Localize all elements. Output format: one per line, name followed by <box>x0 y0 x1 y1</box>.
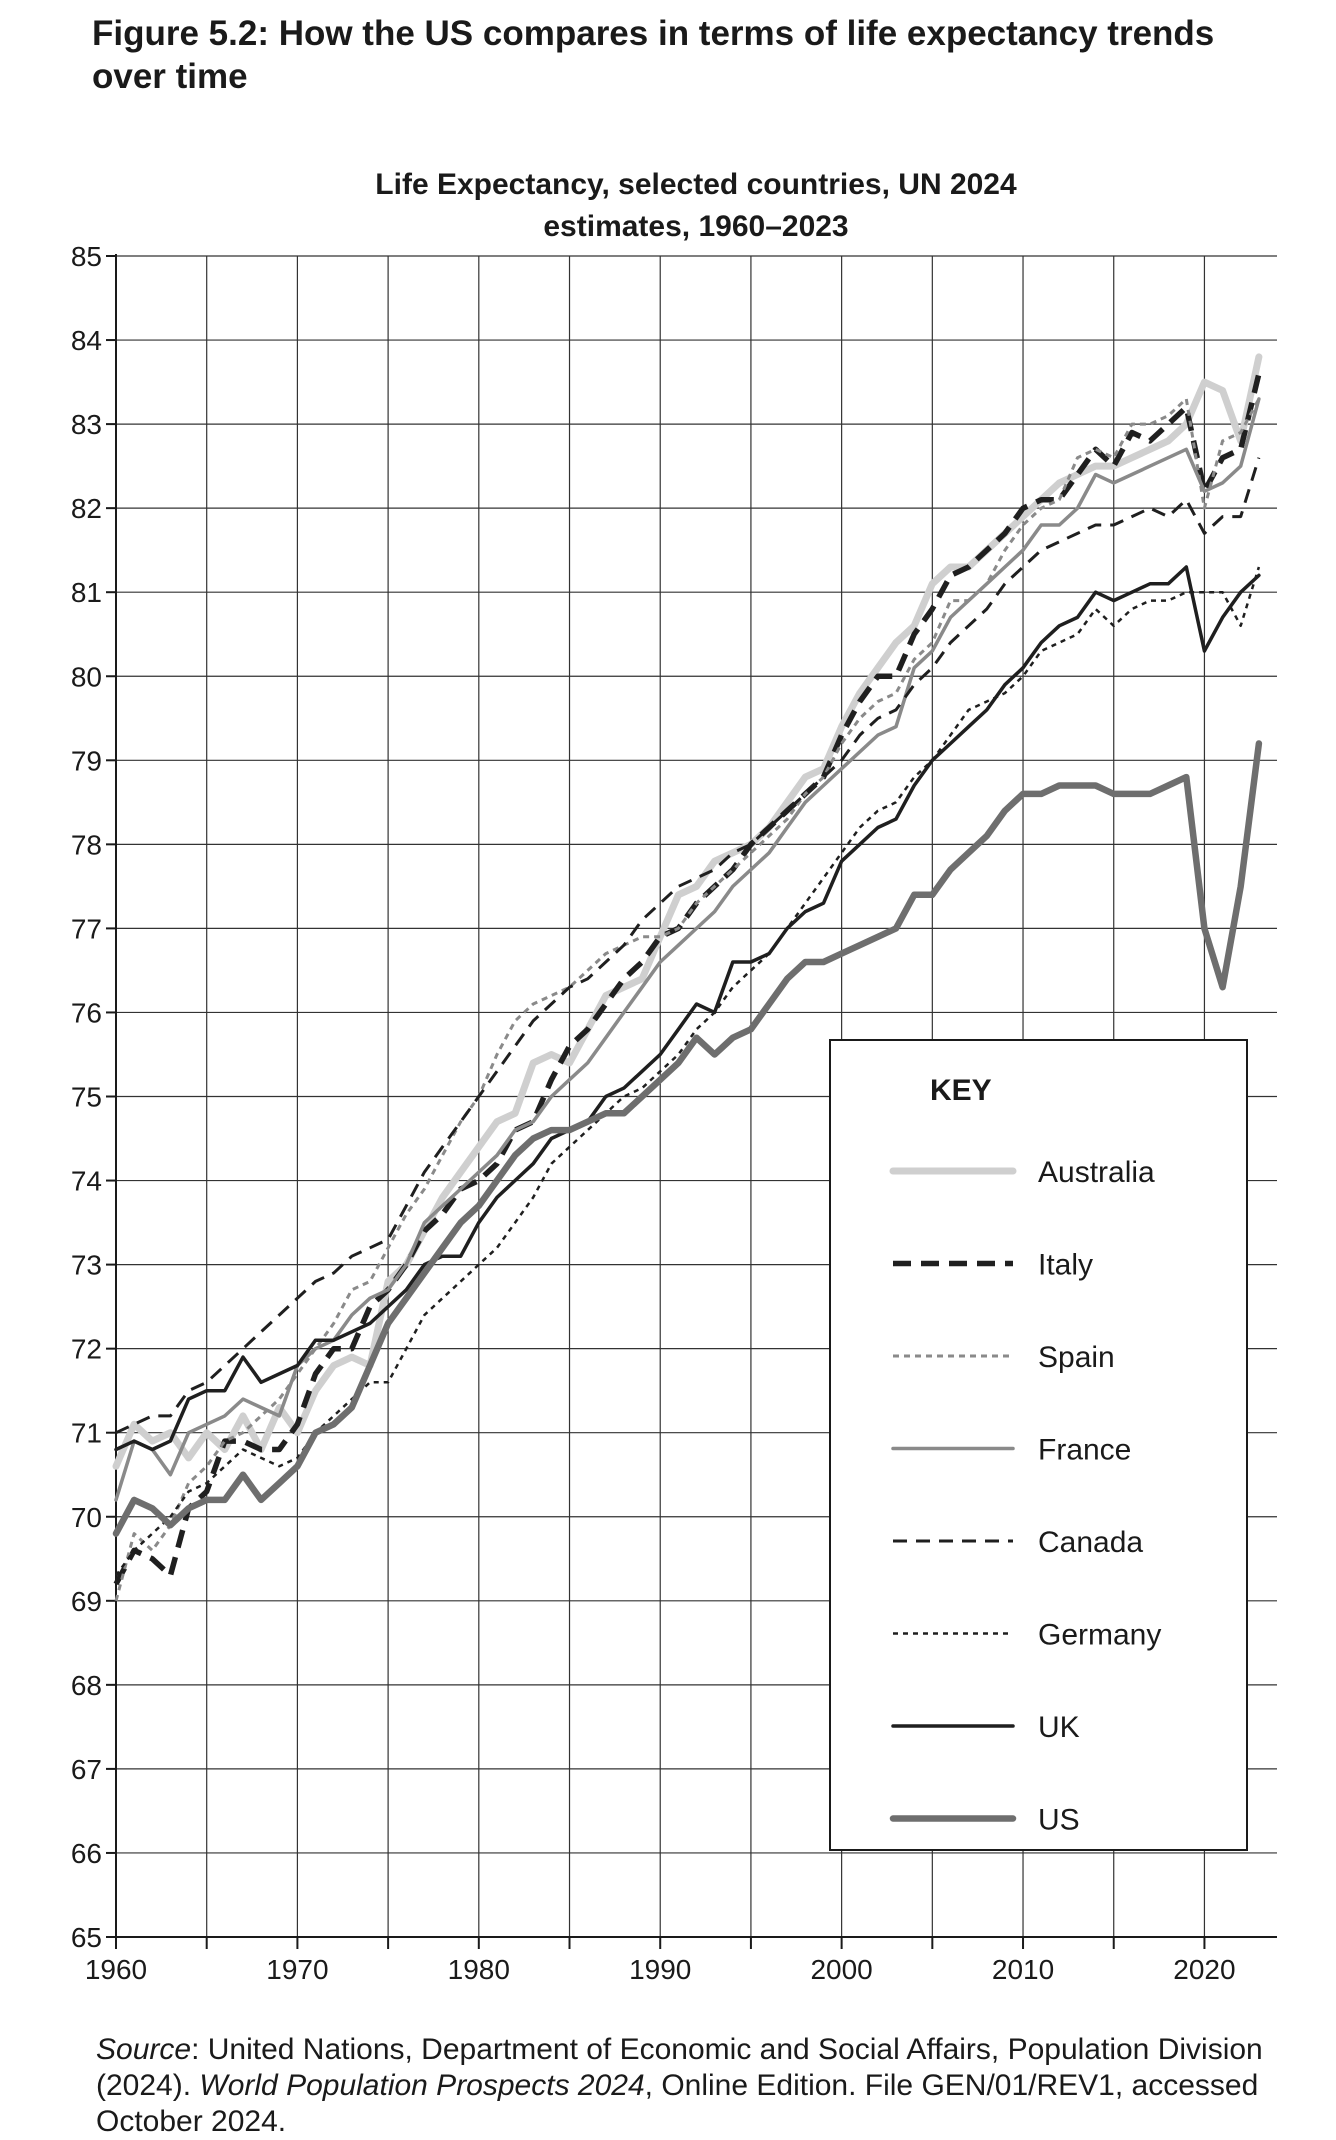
line-chart: Life Expectancy, selected countries, UN … <box>71 168 1277 1985</box>
y-tick-label: 79 <box>71 745 102 776</box>
chart-series <box>112 353 1263 1602</box>
legend-label-australia: Australia <box>1038 1156 1155 1189</box>
y-tick-label: 67 <box>71 1754 102 1785</box>
legend-label-us: US <box>1038 1804 1080 1837</box>
series-line-us <box>112 740 1263 1537</box>
x-tick-label: 2010 <box>992 1954 1054 1985</box>
y-tick-label: 66 <box>71 1838 102 1869</box>
y-tick-label: 68 <box>71 1670 102 1701</box>
legend-label-spain: Spain <box>1038 1341 1115 1374</box>
source-note: Source: United Nations, Department of Ec… <box>96 2032 1296 2140</box>
series-line-uk <box>114 565 1261 1452</box>
legend-label-canada: Canada <box>1038 1526 1143 1559</box>
legend-title: KEY <box>930 1074 992 1107</box>
figure-title: Figure 5.2: How the US compares in terms… <box>92 14 1215 96</box>
y-tick-label: 84 <box>71 325 102 356</box>
y-tick-label: 83 <box>71 409 102 440</box>
x-tick-label: 1980 <box>448 1954 510 1985</box>
y-tick-label: 75 <box>71 1082 102 1113</box>
chart-axes: 65 66 67 68 69 70 71 72 73 74 75 76 77 78 79 80 81 82 83 84… <box>71 241 1277 1985</box>
series-line-italy <box>113 373 1262 1586</box>
y-tick-label: 77 <box>71 913 102 944</box>
source-label: Source <box>96 2033 192 2066</box>
y-tick-label: 73 <box>71 1250 102 1281</box>
y-tick-label: 72 <box>71 1334 102 1365</box>
chart-legend: KEY Australia Italy Spain France Canada German… <box>829 1039 1248 1851</box>
x-tick-label: 1960 <box>85 1954 147 1985</box>
chart-title-line: Life Expectancy, selected countries, UN … <box>375 168 1017 201</box>
x-tick-label: 2020 <box>1173 1954 1235 1985</box>
legend-box <box>829 1039 1248 1851</box>
chart-title-line: estimates, 1960–2023 <box>543 210 848 243</box>
chart-title: Life Expectancy, selected countries, UN … <box>375 168 1017 243</box>
y-tick-label: 85 <box>71 241 102 272</box>
y-tick-label: 78 <box>71 829 102 860</box>
y-tick-label: 80 <box>71 661 102 692</box>
y-tick-label: 76 <box>71 997 102 1028</box>
series-line-spain <box>114 397 1261 1602</box>
y-tick-label: 82 <box>71 493 102 524</box>
legend-label-uk: UK <box>1038 1711 1080 1744</box>
y-tick-label: 71 <box>71 1418 102 1449</box>
y-tick-label: 69 <box>71 1586 102 1617</box>
legend-label-germany: Germany <box>1038 1619 1161 1652</box>
series-line-germany <box>114 566 1261 1577</box>
source-publication: World Population Prospects 2024 <box>199 2069 645 2102</box>
x-tick-label: 2000 <box>810 1954 872 1985</box>
y-tick-label: 65 <box>71 1922 102 1953</box>
legend-label-france: France <box>1038 1434 1131 1467</box>
y-tick-label: 74 <box>71 1166 102 1197</box>
series-line-france <box>114 397 1261 1502</box>
y-tick-label: 70 <box>71 1502 102 1533</box>
source-text-1: : United Nations, Department of Economic… <box>96 2033 1263 2102</box>
series-line-canada <box>115 457 1261 1435</box>
x-tick-label: 1970 <box>266 1954 328 1985</box>
x-tick-label: 1990 <box>629 1954 691 1985</box>
legend-label-italy: Italy <box>1038 1249 1093 1282</box>
y-tick-label: 81 <box>71 577 102 608</box>
source-text-2: , Online Edition. File GEN/01/REV1, acce… <box>96 2069 1259 2138</box>
